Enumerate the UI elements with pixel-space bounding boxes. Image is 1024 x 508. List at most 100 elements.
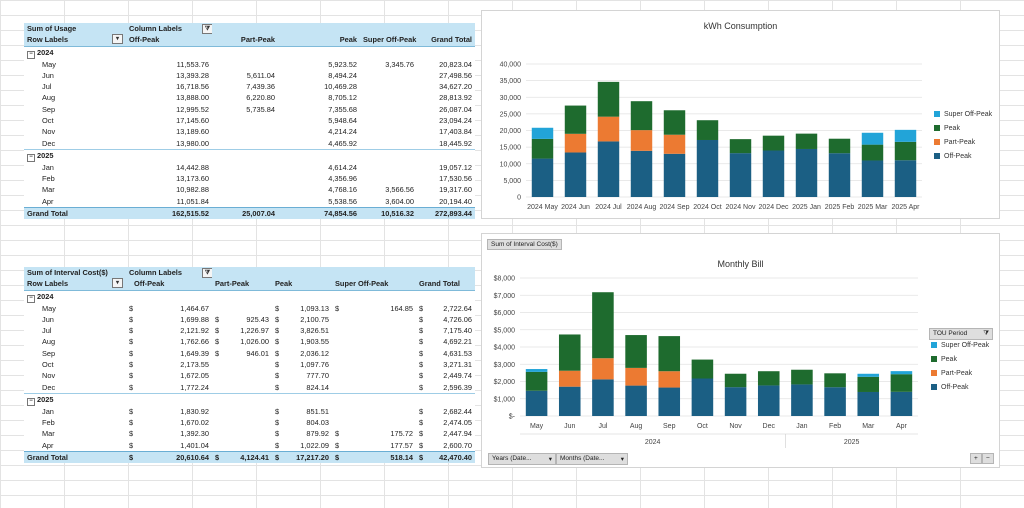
value-cell: $1,830.92 [126,406,212,417]
currency-symbol: $ [275,429,280,439]
x-tick-label: Sep [663,423,676,430]
x-tick-label: Feb [829,423,841,430]
value-cell: 11,051.84 [176,196,209,206]
row-labels-header[interactable]: Row Labels ▾ [24,34,126,47]
currency-symbol: $ [275,337,280,347]
legend-item[interactable]: Peak [931,352,989,366]
row-labels-header[interactable]: Row Labels ▾ [24,278,126,291]
kwh-consumption-chart[interactable]: kWh Consumption 0 5,000 10,000 15,000 20,000… [481,10,1000,219]
legend-label: Off-Peak [944,152,972,160]
column-header: Part-Peak [212,278,272,291]
value-cell: $4,692.21 [416,336,475,347]
expand-field-button[interactable]: + [970,453,982,464]
month-label: Mar [42,185,55,195]
legend-item[interactable]: Part-Peak [931,366,989,380]
column-header: Off-Peak [126,34,212,47]
bar-segment [691,359,714,379]
year-group-row[interactable]: −2025 [24,148,475,162]
pivot-value-field[interactable]: Sum of Interval Cost($) [24,267,126,279]
value-cell: $824.14 [272,381,332,393]
column-header: Peak [278,34,360,47]
monthly-bill-chart[interactable]: Sum of Interval Cost($) Monthly Bill $- $… [481,233,1000,468]
legend-swatch [931,384,937,390]
value-cell: 11,553.76 [176,59,209,69]
chart-title: kWh Consumption [703,21,778,31]
legend-item[interactable]: Super Off-Peak [934,107,992,121]
value-field-button[interactable]: Sum of Interval Cost($) [487,239,562,250]
value-text: 4,124.41 [240,452,269,462]
blank-cell [126,290,212,303]
bar-segment [857,391,880,416]
legend-item[interactable]: Peak [934,121,992,135]
chart-title: Monthly Bill [717,259,764,269]
value-cell [212,137,278,149]
value-text: 2,100.75 [300,314,329,324]
value-text: 1,464.67 [180,303,209,313]
grand-total-cell: 272,893.44 [417,206,475,219]
bar-segment [729,153,752,197]
value-cell [212,184,278,195]
collapse-icon[interactable]: − [27,153,35,162]
filter-icon[interactable]: ⧩ [201,24,212,35]
value-cell: $175.72 [332,428,416,439]
filter-icon[interactable]: ⧩ [201,268,212,279]
table-row: May $1,464.67 $1,093.13 $164.85 $2,722.64 [24,303,475,314]
bar-segment [828,153,851,197]
year-group-row[interactable]: −2025 [24,392,475,406]
value-cell: 27,498.56 [439,70,472,80]
year-label[interactable]: −2025 [24,392,126,406]
grand-total-cell: $20,610.64 [126,450,212,463]
legend-item[interactable]: Part-Peak [934,135,992,149]
column-labels-header[interactable]: Column Labels ⧩ [126,267,212,279]
bar-segment [724,373,747,388]
legend-item[interactable]: Off-Peak [934,149,992,163]
bar-segment [894,129,917,142]
grand-total-cell: 162,515.52 [126,206,212,219]
currency-symbol: $ [275,326,280,336]
pivot-column-header-row: Row Labels ▾ Off-Peak Part-Peak Peak Super Of… [24,278,475,291]
collapse-icon[interactable]: − [27,50,35,59]
legend-item[interactable]: Off-Peak [931,380,989,394]
legend-swatch [931,356,937,362]
value-text: 946.01 [246,348,269,358]
x-group-label: 2025 [844,439,860,446]
value-text: 1,392.30 [180,429,209,439]
month-label: Aug [42,337,56,347]
year-label[interactable]: −2024 [24,46,126,59]
header-blank [212,23,278,35]
legend-label: Super Off-Peak [944,110,993,118]
value-text: 4,726.06 [443,314,472,324]
collapse-field-button[interactable]: − [982,453,994,464]
dropdown-icon[interactable]: ▾ [112,34,123,45]
value-cell: $1,093.13 [272,303,332,314]
dropdown-icon[interactable]: ▾ [112,278,123,289]
collapse-icon[interactable]: − [27,294,35,303]
blank-cell [278,46,360,59]
pivot-value-field[interactable]: Sum of Usage [24,23,126,35]
usage-pivot-table[interactable]: Sum of Usage Column Labels ⧩ Row Labels ▾ Off… [24,23,475,219]
value-cell: 4,768.16 [328,185,357,195]
bar-segment [525,390,548,416]
value-text: 777.70 [306,371,329,381]
dropdown-icon: ▾ [620,456,624,463]
bar-segment [861,132,884,145]
year-group-row[interactable]: −2024 [24,46,475,59]
x-tick-label: 2024 Dec [759,204,789,211]
currency-symbol: $ [275,359,280,369]
bar-segment [564,152,587,197]
year-label[interactable]: −2024 [24,290,126,303]
collapse-icon[interactable]: − [27,397,35,406]
cost-pivot-table[interactable]: Sum of Interval Cost($) Column Labels ⧩ Row… [24,267,475,463]
grand-total-row: Grand Total 162,515.52 25,007.04 74,854.56 1… [24,206,475,219]
legend-item[interactable]: Super Off-Peak [931,338,989,352]
year-group-row[interactable]: −2024 [24,290,475,303]
months-axis-button[interactable]: Months (Date... ▾ [556,453,628,465]
value-cell: $2,100.75 [272,314,332,325]
years-axis-button[interactable]: Years (Date... ▾ [488,453,556,465]
year-label[interactable]: −2025 [24,148,126,162]
bar-segment [558,370,581,387]
value-cell: 13,393.28 [176,70,209,80]
y-tick-label: 35,000 [500,78,522,85]
column-labels-header[interactable]: Column Labels ⧩ [126,23,212,35]
legend-field-button[interactable]: TOU Period ⧩ [929,328,993,340]
